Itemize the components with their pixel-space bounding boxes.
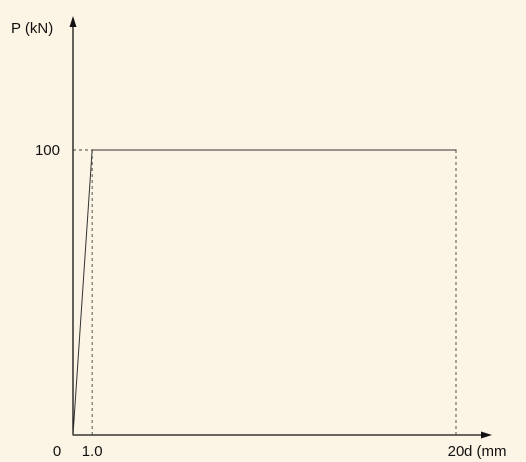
x-tick-label: 0: [53, 443, 61, 460]
series-load-curve: [72, 149, 457, 436]
x-axis-arrowhead: [481, 431, 492, 439]
data-point: [72, 434, 74, 436]
series-segment: [72, 149, 93, 436]
data-point: [91, 149, 93, 151]
x-axis-label: d (mm: [464, 443, 507, 460]
y-tick-label: 100: [35, 142, 60, 159]
data-point: [455, 149, 457, 151]
y-axis-label: P (kN): [11, 20, 53, 37]
guide-lines: [73, 149, 457, 435]
x-tick-label: 1.0: [82, 443, 103, 460]
y-axis-arrowhead: [69, 16, 77, 27]
y-tick-labels: 100: [35, 142, 60, 159]
x-tick-labels: 0 1.0 20: [53, 443, 465, 460]
x-tick-label: 20: [448, 443, 465, 460]
